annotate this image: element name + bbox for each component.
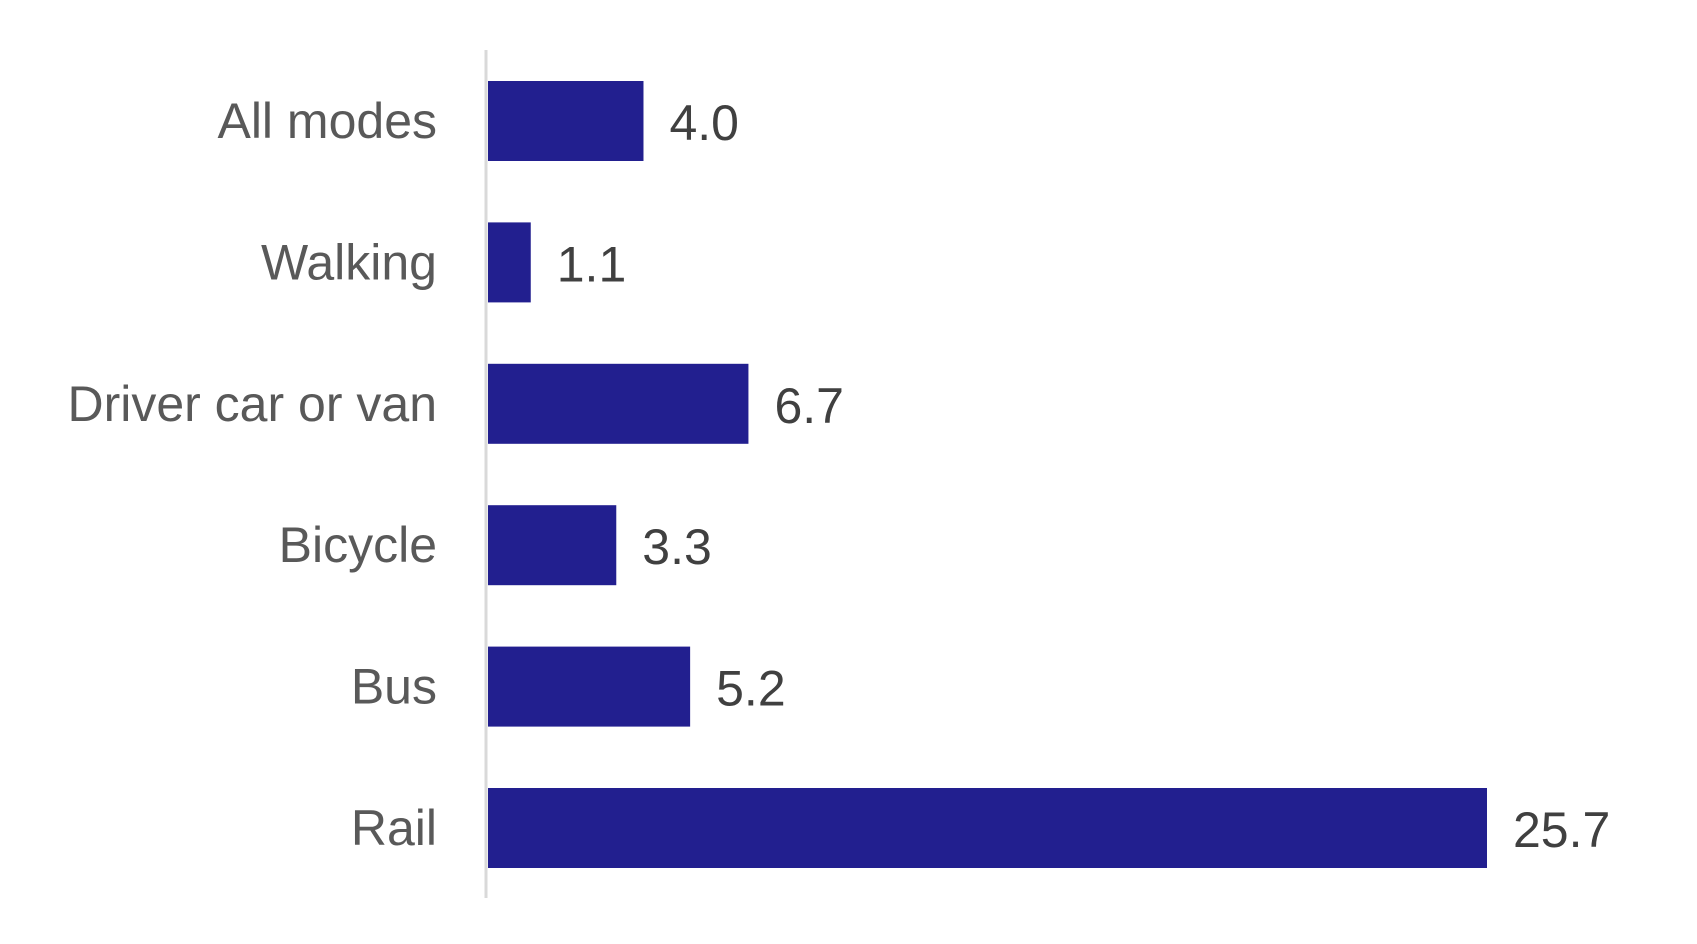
bars-group [488, 81, 1487, 868]
category-label: Rail [351, 800, 437, 856]
bar-all-modes [488, 81, 644, 161]
bar-walking [488, 222, 531, 303]
category-labels-group: All modes Walking Driver car or van Bicycle… [67, 93, 437, 856]
value-label: 1.1 [557, 236, 627, 292]
value-label: 3.3 [642, 519, 712, 575]
category-label: Bicycle [279, 517, 437, 573]
bar-rail [488, 788, 1487, 868]
value-label: 5.2 [716, 661, 786, 717]
value-label: 6.7 [774, 378, 844, 434]
bar-bicycle [488, 505, 617, 586]
value-labels-group: 4.0 1.1 6.7 3.3 5.2 25.7 [557, 95, 1611, 858]
bar-driver-car-or-van [488, 363, 749, 444]
value-label: 25.7 [1513, 802, 1610, 858]
value-label: 4.0 [669, 95, 739, 151]
bar-bus [488, 646, 691, 727]
category-label: Bus [351, 659, 437, 715]
category-label: Walking [261, 234, 437, 290]
category-label: All modes [217, 93, 437, 149]
category-label: Driver car or van [67, 376, 437, 432]
